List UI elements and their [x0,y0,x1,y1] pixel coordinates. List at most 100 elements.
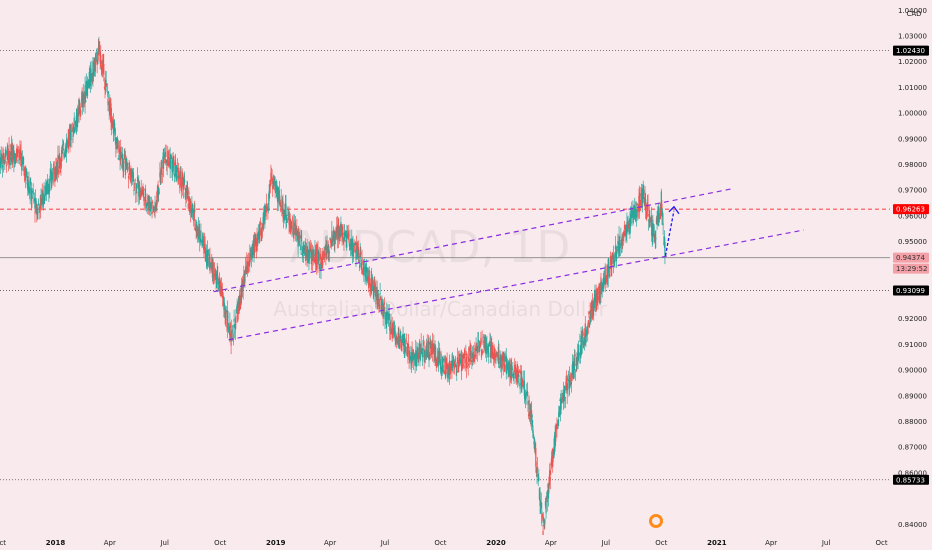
candle-body [74,120,77,128]
candle-body [384,312,386,320]
candle-body [50,170,52,182]
candle-body [441,370,443,372]
candle-body [145,199,147,203]
candle-body [601,285,603,288]
candle-body [322,261,324,265]
candle-body [180,170,182,187]
candle-body [538,488,541,500]
candle-body [88,72,90,87]
candle-body [27,176,29,191]
candle-body [594,298,597,303]
candle-body [241,284,243,293]
candle-body [535,448,537,467]
candle-body [605,275,608,283]
candle-body [537,467,539,469]
candle-body [362,259,364,274]
price-axis[interactable]: CAD 1.04000 1.03000 1.02000 1.01000 1.00000 0… [898,7,927,529]
candle-body [622,236,624,243]
candle-body [139,195,141,200]
candle-body [418,347,420,357]
candle-body [503,362,506,372]
candle-body [582,331,584,333]
candle-body [11,148,13,163]
candle-body [587,326,589,332]
candle-body [132,169,134,183]
candle-body [299,249,302,251]
candle-body [111,124,113,127]
projection-arrow[interactable] [664,205,680,256]
candle-body [398,339,401,349]
candle-body [390,319,392,325]
candle-body [161,173,163,175]
candle-body [113,122,115,132]
candle-body [413,353,415,355]
time-tick-label: Oct [434,539,446,547]
candle-body [451,360,454,369]
candle-body [191,203,194,214]
candle-body [361,257,363,260]
candle-body [240,303,242,305]
time-tick-label: Oct [214,539,226,547]
candle-body [589,310,591,314]
candle-body [465,353,467,355]
candle-body [293,232,295,240]
candle-body [314,253,317,265]
candle-body [55,157,57,179]
candle-body [287,212,290,216]
candle-body [14,156,16,159]
candle-body [169,156,171,170]
candle-body [603,278,606,284]
candle-body [205,252,207,261]
time-axis[interactable]: Oct 2018 Apr Jul Oct 2019 Apr Jul Oct 2020 Apr Jul O… [0,539,888,547]
candle-body [596,289,598,301]
candle-body [459,359,461,363]
candle-body [349,239,351,243]
candle-body [103,63,105,76]
candle-body [661,204,663,216]
candle-body [365,264,367,279]
candle-body [60,150,63,162]
candle-body [0,153,2,164]
candle-body [573,370,575,377]
candle-body [641,189,643,202]
candle-body [292,220,294,235]
candle-body [228,325,230,333]
candle-body [124,154,126,159]
candle-body [266,203,268,211]
candle-body [217,288,220,290]
candle-body [98,45,100,46]
candle-body [82,94,84,108]
candle-body [652,219,654,236]
candle-body [608,259,610,272]
candle-body [473,358,475,362]
candle-body [377,299,379,305]
candle-body [577,353,579,362]
candle-body [652,223,655,237]
candle-body [203,241,206,243]
candle-body [313,257,315,263]
candle-body [436,360,438,362]
candle-body [134,179,136,181]
candle-body [458,354,460,361]
trend-lines[interactable] [213,188,804,341]
candle-body [661,211,664,218]
candle-body [45,183,48,195]
candle-body [591,305,593,310]
candle-body [223,301,225,310]
candle-body [246,260,248,274]
candle-body [561,396,563,400]
candle-body [369,283,372,291]
candle-body [44,193,46,197]
candle-body [229,322,231,341]
candle-body [555,427,557,429]
candle-body [375,288,377,305]
candle-body [149,206,151,212]
candle-body [575,364,577,366]
candle-body [523,380,525,386]
candle-body [642,188,644,204]
candle-body [233,318,235,322]
candle-body [285,204,287,220]
candle-body [468,347,470,357]
candle-body [204,243,206,253]
